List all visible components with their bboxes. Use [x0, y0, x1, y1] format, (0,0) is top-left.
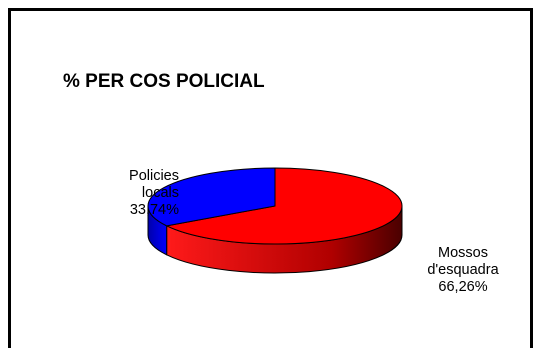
pie-slice-mossos-top: [165, 167, 403, 245]
label-mossos-percent: 66,26%: [438, 279, 488, 295]
pie-slice-policies-locals-top: [147, 167, 276, 227]
label-policies-line1: Policies: [129, 168, 179, 184]
slice-label-mossos: Mossos d'esquadra 66,26%: [413, 245, 513, 296]
slice-label-policies-locals: Policies locals 33,74%: [89, 168, 179, 219]
label-mossos-line1: Mossos: [438, 245, 488, 261]
label-policies-percent: 33,74%: [129, 202, 179, 218]
label-policies-line2: locals: [141, 185, 179, 201]
chart-title: % PER COS POLICIAL: [63, 71, 265, 92]
pie-chart: [147, 167, 403, 274]
chart-frame: % PER COS POLICIAL Policies locals 33,74…: [8, 8, 533, 348]
label-mossos-line2: d'esquadra: [427, 262, 499, 278]
